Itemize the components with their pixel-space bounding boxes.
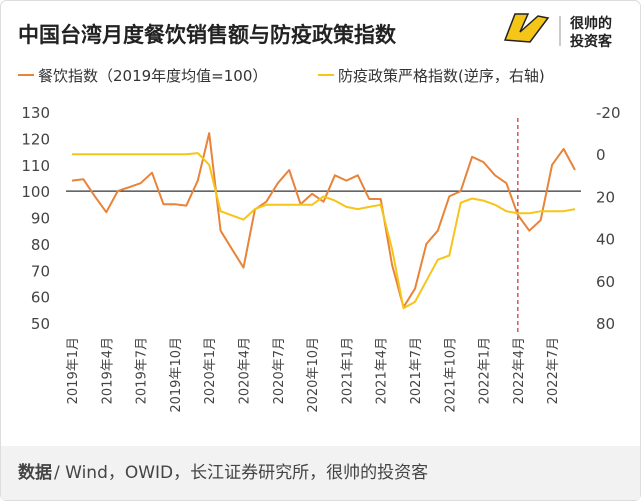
series-line: [71, 132, 576, 309]
y2-tick-label: 60: [596, 273, 615, 291]
y-tick-label: 90: [31, 210, 50, 228]
y-tick-label: 110: [21, 157, 50, 175]
legend-label: 防疫政策严格指数(逆序，右轴): [338, 67, 545, 85]
x-tick-label: 2022年4月: [512, 337, 527, 404]
legend-label: 餐饮指数（2019年度均值=100）: [38, 67, 267, 85]
x-tick-label: 2021年1月: [340, 337, 355, 404]
series-line: [72, 152, 576, 310]
y2-tick-label: 80: [596, 315, 615, 333]
x-tick-label: 2020年1月: [203, 337, 218, 404]
x-tick-label: 2019年10月: [169, 337, 184, 413]
y-tick-label: 130: [21, 104, 50, 122]
y2-tick-label: 0: [596, 146, 606, 164]
y2-tick-label: -20: [596, 104, 621, 122]
source: / Wind，OWID，长江证券研究所，很帅的投资客: [54, 463, 428, 483]
x-tick-label: 2020年7月: [272, 337, 287, 404]
footer-bg: [1, 446, 640, 500]
y-tick-label: 100: [21, 183, 50, 201]
y-tick-label: 80: [31, 236, 50, 254]
y2-tick-label: 20: [596, 188, 615, 206]
x-tick-label: 2020年10月: [306, 337, 321, 413]
y-tick-label: 50: [31, 315, 50, 333]
x-tick-label: 2020年4月: [237, 337, 252, 404]
x-tick-label: 2019年1月: [66, 337, 81, 404]
y-tick-label: 120: [21, 130, 50, 148]
brand-line: 投资客: [570, 33, 613, 50]
x-tick-label: 2021年4月: [375, 337, 390, 404]
chart-title: 中国台湾月度餐饮销售额与防疫政策指数: [18, 23, 397, 47]
y2-tick-label: 40: [596, 231, 615, 249]
y-tick-label: 70: [31, 262, 50, 280]
x-tick-label: 2021年7月: [409, 337, 424, 404]
brand-icon: [503, 13, 550, 43]
x-tick-label: 2021年10月: [443, 337, 458, 413]
source-label: 数据: [18, 462, 52, 483]
x-tick-label: 2022年1月: [478, 337, 493, 404]
x-tick-label: 2019年7月: [135, 337, 150, 404]
x-tick-label: 2022年7月: [546, 337, 561, 404]
x-tick-label: 2019年4月: [100, 337, 115, 404]
y-tick-label: 60: [31, 289, 50, 307]
brand-line: 很帅的: [570, 15, 612, 32]
